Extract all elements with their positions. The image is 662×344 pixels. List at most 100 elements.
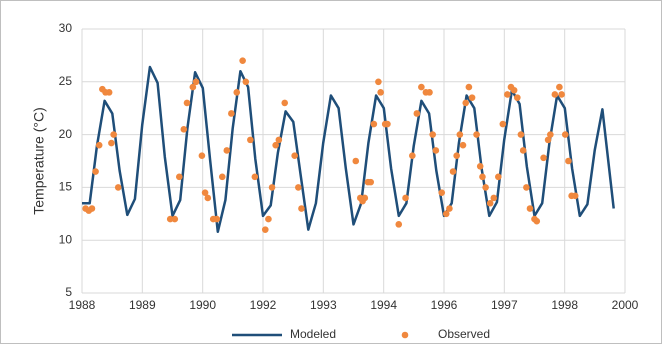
observed-point <box>453 152 460 160</box>
observed-point <box>95 141 103 149</box>
observed-point <box>495 173 502 181</box>
x-tick-label: 1989 <box>129 298 156 312</box>
observed-point <box>482 184 489 191</box>
observed-point <box>490 194 498 202</box>
observed-point <box>175 173 183 181</box>
observed-point <box>519 147 527 154</box>
observed-point <box>108 139 115 147</box>
observed-point <box>473 131 480 138</box>
observed-point <box>499 120 507 128</box>
observed-point <box>114 184 122 191</box>
observed-point <box>476 162 484 170</box>
x-tick-label: 1996 <box>431 298 458 312</box>
observed-point <box>247 136 254 144</box>
x-tick-label: 1997 <box>491 298 518 312</box>
observed-point <box>432 147 440 154</box>
observed-point <box>251 173 259 181</box>
x-tick-label: 1988 <box>69 298 96 312</box>
observed-point <box>462 99 470 107</box>
modeled-line <box>82 65 615 234</box>
observed-point <box>561 131 569 138</box>
observed-point <box>438 189 446 196</box>
observed-point <box>442 210 450 218</box>
observed-point <box>551 91 559 98</box>
observed-point <box>456 131 464 138</box>
observed-point <box>242 78 250 86</box>
observed-point <box>517 131 525 138</box>
observed-point <box>352 157 360 165</box>
observed-point <box>105 89 113 96</box>
observed-point <box>180 126 188 133</box>
observed-point <box>375 78 382 86</box>
observed-point <box>228 110 235 117</box>
observed-point <box>265 215 272 223</box>
observed-point <box>377 89 384 96</box>
observed-point <box>367 178 374 186</box>
observed-point <box>384 120 391 128</box>
observed-point <box>261 226 269 233</box>
observed-point <box>418 83 425 91</box>
observed-point <box>523 184 530 191</box>
observed-point <box>201 189 209 196</box>
observed-point <box>275 136 283 144</box>
observed-point <box>239 57 246 64</box>
observed-point <box>429 131 436 138</box>
observed-point <box>510 86 518 94</box>
observed-point <box>88 205 96 212</box>
legend-label: Observed <box>438 327 490 341</box>
observed-point <box>204 194 212 202</box>
observed-point <box>223 147 231 154</box>
y-tick-label: 25 <box>59 74 73 88</box>
observed-point <box>291 152 298 160</box>
legend-dot <box>401 331 409 339</box>
observed-point <box>268 184 276 191</box>
observed-point <box>198 152 206 160</box>
y-tick-label: 30 <box>59 21 73 35</box>
observed-point <box>361 194 369 202</box>
observed-point <box>558 91 565 98</box>
observed-point <box>413 110 421 117</box>
legend-label: Modeled <box>290 327 336 341</box>
observed-point <box>459 141 467 149</box>
observed-point <box>192 78 200 86</box>
observed-point <box>233 89 241 96</box>
x-tick-label: 1990 <box>189 298 216 312</box>
x-tick-label: 1993 <box>310 298 337 312</box>
y-axis-label: Temperature (°C) <box>31 107 47 215</box>
x-tick-label: 1994 <box>370 298 397 312</box>
observed-point <box>547 131 554 138</box>
observed-point <box>183 99 191 107</box>
observed-point <box>468 94 476 101</box>
observed-point <box>298 205 305 212</box>
observed-point <box>92 168 99 175</box>
y-tick-label: 10 <box>59 232 73 246</box>
observed-point <box>446 205 453 212</box>
observed-point <box>479 173 486 181</box>
observed-point <box>526 205 534 212</box>
observed-point <box>409 152 416 160</box>
observed-point <box>565 157 572 165</box>
y-tick-label: 5 <box>65 285 72 299</box>
observed-point <box>294 184 302 191</box>
observed-point <box>171 215 179 223</box>
observed-point <box>402 194 409 202</box>
observed-point <box>166 215 174 223</box>
observed-point <box>486 199 494 207</box>
y-tick-label: 20 <box>59 127 73 141</box>
observed-point <box>218 173 226 181</box>
observed-point <box>556 83 563 91</box>
observed-point <box>571 192 579 200</box>
observed-point <box>504 91 511 98</box>
x-tick-label: 1998 <box>551 298 578 312</box>
observed-point <box>213 215 221 223</box>
observed-point <box>449 168 457 175</box>
observed-point <box>426 89 433 96</box>
observed-point <box>110 131 117 138</box>
observed-point <box>544 136 552 144</box>
observed-point <box>189 83 197 91</box>
observed-point <box>533 217 541 225</box>
x-tick-label: 2000 <box>612 298 639 312</box>
observed-point <box>370 120 378 128</box>
